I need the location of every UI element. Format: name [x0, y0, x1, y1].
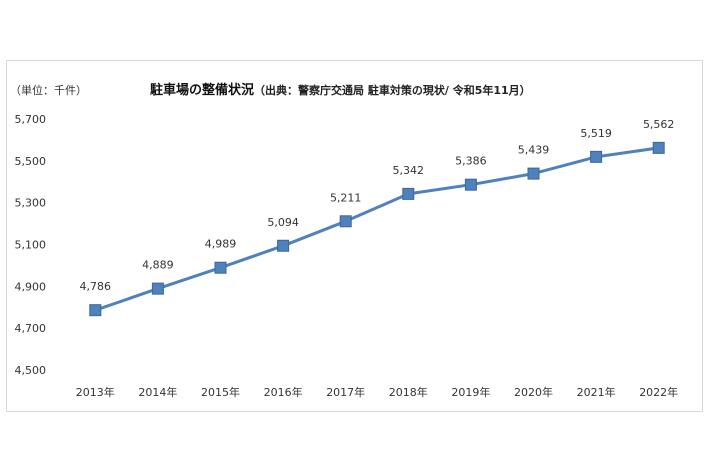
chart-title: 駐車場の整備状況 — [150, 82, 254, 98]
y-tick-label: 5,500 — [15, 155, 47, 168]
x-axis: 2013年 2014年 2015年 2016年 2017年 2018年 2019年 2020年… — [76, 385, 678, 399]
data-point-marker — [590, 150, 603, 163]
data-labels: 4,786 4,889 4,989 5,094 5,211 5,342 5,386 5,439… — [80, 118, 675, 293]
x-tick-label: 2021年 — [577, 385, 616, 399]
data-label: 4,889 — [142, 259, 174, 272]
data-label: 4,989 — [205, 238, 237, 251]
data-point-marker — [402, 187, 415, 200]
data-point-marker — [339, 215, 352, 228]
series-line — [94, 146, 659, 312]
x-tick-label: 2020年 — [514, 385, 553, 399]
x-tick-label: 2016年 — [264, 385, 303, 399]
unit-label: （単位：千件） — [10, 83, 87, 97]
data-label: 5,386 — [455, 155, 487, 168]
y-tick-label: 4,500 — [15, 364, 47, 377]
chart-subtitle: （出典：警察庁交通局 駐車対策の現状/ 令和5年11月） — [254, 83, 531, 97]
series-line-group — [89, 141, 665, 317]
x-tick-label: 2022年 — [639, 385, 678, 399]
data-label: 5,094 — [267, 216, 299, 229]
data-point-marker — [89, 304, 102, 317]
data-label: 5,342 — [393, 164, 425, 177]
y-tick-label: 5,100 — [15, 239, 47, 252]
x-tick-label: 2014年 — [138, 385, 177, 399]
data-point-marker — [151, 282, 164, 295]
x-tick-label: 2017年 — [326, 385, 365, 399]
data-label: 5,519 — [580, 127, 612, 140]
data-label: 5,562 — [643, 118, 675, 131]
y-tick-label: 5,300 — [15, 197, 47, 210]
data-point-marker — [652, 141, 665, 154]
x-tick-label: 2015年 — [201, 385, 240, 399]
data-label: 4,786 — [80, 280, 112, 293]
x-tick-label: 2019年 — [451, 385, 490, 399]
data-point-marker — [527, 167, 540, 180]
data-point-marker — [464, 178, 477, 191]
y-tick-label: 4,700 — [15, 322, 47, 335]
chart-frame — [6, 60, 703, 412]
x-tick-label: 2018年 — [389, 385, 428, 399]
data-label: 5,439 — [518, 144, 550, 157]
chart-title-line: 駐車場の整備状況（出典：警察庁交通局 駐車対策の現状/ 令和5年11月） — [150, 82, 531, 98]
y-tick-label: 5,700 — [15, 113, 47, 126]
y-axis: 4,500 4,700 4,900 5,100 5,300 5,500 5,700 — [15, 113, 47, 377]
y-tick-label: 4,900 — [15, 280, 47, 293]
x-tick-label: 2013年 — [76, 385, 115, 399]
data-point-marker — [277, 239, 290, 252]
data-label: 5,211 — [330, 191, 362, 204]
data-point-marker — [214, 261, 227, 274]
